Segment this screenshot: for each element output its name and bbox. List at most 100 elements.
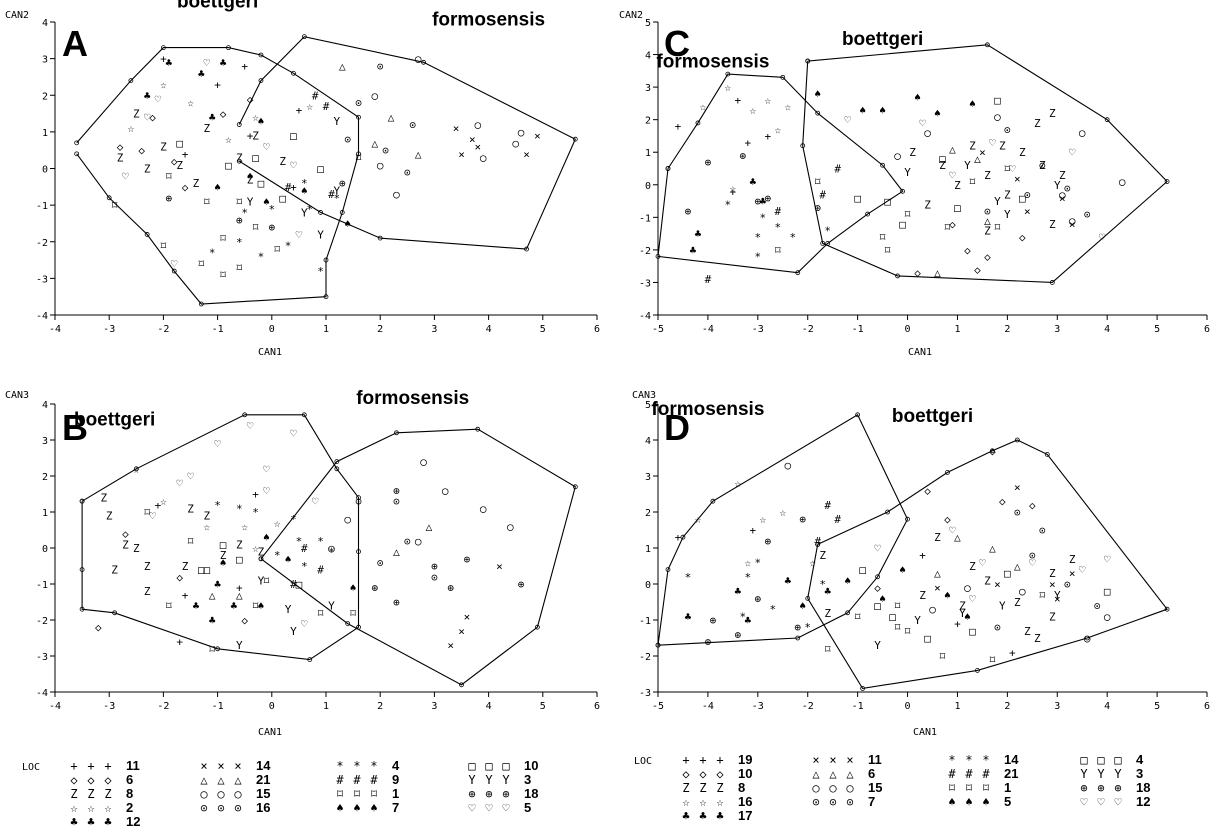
- y-tick-label: 3: [42, 436, 48, 447]
- data-point: #: [328, 188, 335, 201]
- hull-vertex: [79, 567, 85, 572]
- data-point: ☆: [225, 133, 232, 146]
- legend-symbol: ♠: [353, 801, 360, 815]
- hull-vertex: [79, 606, 85, 612]
- x-tick-label: 1: [954, 324, 960, 335]
- legend-symbol: ☆: [699, 795, 706, 809]
- data-point: Z: [133, 108, 140, 121]
- data-point: ⌑: [209, 643, 216, 656]
- legend-entry: ⊕ ⊕ ⊕ 18: [468, 786, 538, 801]
- x-axis-label: CAN1: [913, 727, 937, 738]
- legend-entry: * * * 4: [336, 758, 400, 773]
- data-point: *: [819, 578, 826, 591]
- hull-vertex: [880, 162, 885, 168]
- data-point: ♠: [944, 589, 951, 602]
- legend-symbol: ☆: [104, 801, 111, 815]
- data-point: Z: [1039, 159, 1046, 172]
- data-point: Z: [117, 152, 124, 165]
- hull-vertex: [572, 484, 578, 490]
- data-point: ⊙: [1064, 578, 1071, 591]
- y-axis-label: CAN3: [5, 390, 29, 401]
- hull-formosensis: [657, 73, 904, 274]
- x-tick-label: 2: [377, 701, 383, 712]
- legend-symbol: ♣: [699, 809, 706, 823]
- data-point: Z: [1019, 146, 1026, 159]
- data-point: Z: [144, 560, 151, 573]
- data-point: Z: [279, 155, 286, 168]
- data-point: ○: [415, 53, 422, 66]
- data-point: ♠: [344, 217, 351, 230]
- data-point: ×: [1069, 218, 1076, 231]
- hull-vertex: [258, 52, 264, 58]
- data-point: ○: [442, 484, 449, 497]
- hull-vertex: [900, 188, 905, 194]
- data-point: △: [949, 143, 956, 156]
- data-point: Z: [144, 585, 151, 598]
- data-point: *: [296, 535, 303, 548]
- hull-vertex: [258, 78, 264, 83]
- data-point: ☆: [274, 517, 281, 530]
- data-point: ♡: [1029, 556, 1036, 569]
- y-tick-label: 1: [645, 148, 651, 159]
- x-tick-label: -4: [702, 701, 714, 712]
- legend-loc-number: 16: [256, 800, 270, 815]
- data-point: ⊕: [710, 614, 717, 627]
- legend-loc-number: 11: [868, 752, 882, 767]
- legend-symbol: □: [1097, 753, 1104, 767]
- data-point: Z: [182, 560, 189, 573]
- y-axis-label: CAN3: [632, 390, 656, 401]
- data-point: ×: [934, 582, 941, 595]
- data-point: ☆: [774, 123, 781, 136]
- data-point: +: [214, 78, 221, 91]
- legend-entry: ○ ○ ○ 15: [812, 780, 882, 795]
- data-point: ♣: [690, 244, 697, 257]
- data-point: □: [859, 564, 866, 577]
- data-point: #: [323, 100, 330, 113]
- legend-symbol: ×: [217, 759, 224, 773]
- data-point: ◇: [984, 250, 991, 263]
- legend-symbol: #: [353, 773, 361, 787]
- data-point: ⊕: [764, 535, 771, 548]
- data-point: +: [252, 488, 259, 501]
- data-point: *: [774, 221, 781, 234]
- legend-symbol: △: [200, 773, 208, 787]
- data-point: ◇: [924, 484, 931, 497]
- data-point: △: [1014, 560, 1021, 573]
- data-point: ◇: [874, 582, 881, 595]
- hull-vertex: [171, 268, 177, 274]
- y-tick-label: 0: [645, 181, 651, 192]
- data-point: ×: [1054, 592, 1061, 605]
- hull-boettgeri: [81, 414, 360, 661]
- y-tick-label: -1: [36, 580, 48, 591]
- data-point: #: [285, 181, 292, 194]
- data-point: ♠: [247, 170, 254, 183]
- data-point: Z: [969, 560, 976, 573]
- data-point: ☆: [764, 94, 771, 107]
- hull-vertex: [106, 195, 112, 201]
- hull-vertex: [258, 556, 264, 562]
- y-tick-label: -1: [639, 616, 651, 627]
- x-tick-label: -4: [702, 324, 714, 335]
- x-tick-label: 6: [1204, 701, 1210, 712]
- data-point: ⌑: [198, 258, 205, 271]
- data-point: *: [274, 549, 281, 562]
- data-point: *: [306, 203, 313, 216]
- legend-symbol: △: [829, 767, 837, 781]
- y-tick-label: -3: [639, 688, 651, 699]
- y-tick-label: -2: [639, 246, 651, 257]
- data-point: ♣: [745, 614, 752, 627]
- data-point: ○: [894, 149, 901, 162]
- hull-vertex: [655, 642, 661, 648]
- legend-entry: ◇ ◇ ◇ 10: [682, 766, 752, 781]
- hull-boettgeri: [807, 439, 1168, 690]
- data-point: ♡: [969, 592, 976, 605]
- y-tick-label: -4: [639, 311, 651, 322]
- x-tick-label: -3: [103, 701, 115, 712]
- data-point: ⌑: [1004, 163, 1011, 176]
- y-tick-label: 4: [645, 51, 651, 62]
- data-point: ○: [518, 126, 525, 139]
- data-point: #: [819, 189, 826, 202]
- legend-loc-number: 21: [1004, 766, 1018, 781]
- y-tick-label: 2: [645, 508, 651, 519]
